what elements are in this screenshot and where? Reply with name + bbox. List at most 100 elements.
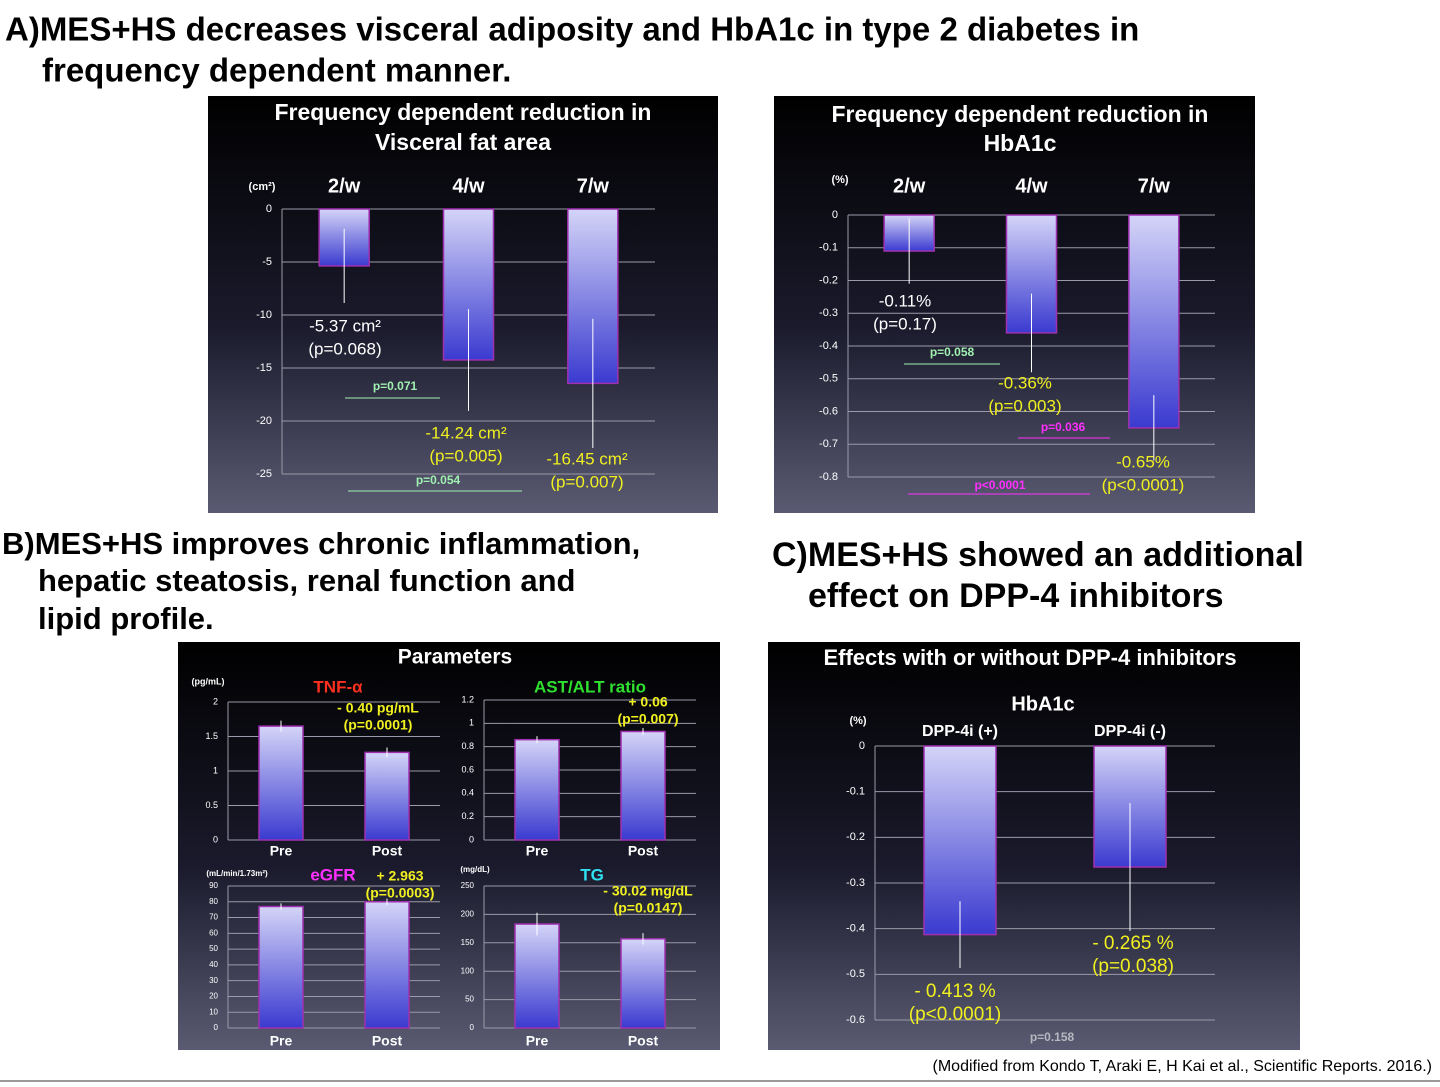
annotation: + 2.963 xyxy=(376,868,423,884)
y-tick-label: -0.6 xyxy=(846,1014,865,1026)
p-value-label: (p=0.17) xyxy=(873,314,937,333)
value-label: - 0.413 % xyxy=(914,981,995,1002)
y-unit: (mL/min/1.73m²) xyxy=(206,869,268,878)
panel xyxy=(768,642,1300,1050)
y-tick-label: -10 xyxy=(256,309,272,321)
y-unit: (cm²) xyxy=(249,181,276,193)
y-unit: (%) xyxy=(849,715,866,727)
chart-title: Effects with or without DPP-4 inhibitors xyxy=(823,645,1236,670)
y-tick-label: -0.8 xyxy=(819,471,838,483)
bar xyxy=(364,901,410,1029)
annotation: - 30.02 mg/dL xyxy=(603,883,693,899)
y-tick-label: -0.3 xyxy=(846,877,865,889)
x-tick-label: Post xyxy=(628,1033,659,1049)
chart-title: HbA1c xyxy=(984,130,1057,156)
heading: hepatic steatosis, renal function and xyxy=(38,563,575,598)
chart-title: Frequency dependent reduction in xyxy=(832,101,1209,127)
y-tick-label: 60 xyxy=(209,928,218,937)
x-tick-label: DPP-4i (+) xyxy=(922,723,998,740)
y-tick-label: 90 xyxy=(209,881,218,890)
x-tick-label: 7/w xyxy=(577,175,610,197)
citation: (Modified from Kondo T, Araki E, H Kai e… xyxy=(933,1058,1432,1075)
y-tick-label: 0.2 xyxy=(461,811,474,821)
y-unit: (mg/dL) xyxy=(460,865,490,874)
x-tick-label: Pre xyxy=(526,1033,549,1049)
p-value-label: (p<0.0001) xyxy=(909,1004,1001,1025)
y-tick-label: 40 xyxy=(209,960,218,969)
comparison-label: p=0.054 xyxy=(416,473,461,487)
y-tick-label: -0.1 xyxy=(819,242,838,254)
y-tick-label: 250 xyxy=(461,881,475,890)
y-tick-label: 80 xyxy=(209,897,218,906)
heading: A)MES+HS decreases visceral adiposity an… xyxy=(5,11,1139,48)
annotation: (p=0.007) xyxy=(617,711,678,727)
heading: effect on DPP-4 inhibitors xyxy=(808,577,1224,615)
y-tick-label: -20 xyxy=(256,415,272,427)
p-value-label: (p<0.0001) xyxy=(1102,475,1185,494)
y-tick-label: -25 xyxy=(256,468,272,480)
bar xyxy=(620,938,666,1029)
heading: C)MES+HS showed an additional xyxy=(772,536,1304,574)
value-label: -0.65% xyxy=(1116,452,1170,471)
y-tick-label: -5 xyxy=(262,256,272,268)
y-tick-label: 0 xyxy=(214,1023,219,1032)
y-tick-label: -0.6 xyxy=(819,405,838,417)
y-tick-label: -0.7 xyxy=(819,438,838,450)
annotation: (p=0.0003) xyxy=(366,885,435,901)
p-value-label: (p=0.003) xyxy=(988,396,1061,415)
chart-title: Visceral fat area xyxy=(375,129,551,155)
comparison-label: p=0.058 xyxy=(930,345,975,359)
y-tick-label: -15 xyxy=(256,362,272,374)
y-tick-label: 0 xyxy=(266,203,272,215)
y-tick-label: 0 xyxy=(470,1023,475,1032)
x-tick-label: Post xyxy=(372,843,403,859)
y-tick-label: -0.3 xyxy=(819,307,838,319)
bar xyxy=(258,725,304,841)
y-tick-label: 0.5 xyxy=(205,800,218,810)
y-tick-label: 0 xyxy=(213,834,218,844)
chart-subtitle: HbA1c xyxy=(1011,693,1074,715)
x-tick-label: 7/w xyxy=(1138,175,1171,197)
x-tick-label: Pre xyxy=(270,843,293,859)
annotation: (p=0.0147) xyxy=(614,900,683,916)
annotation: - 0.40 pg/mL xyxy=(337,700,419,716)
y-tick-label: -0.5 xyxy=(819,373,838,385)
x-tick-label: Post xyxy=(372,1033,403,1049)
y-tick-label: 200 xyxy=(461,910,475,919)
y-tick-label: 30 xyxy=(209,976,218,985)
bar xyxy=(1128,214,1180,429)
x-tick-label: 2/w xyxy=(328,175,361,197)
value-label: -14.24 cm² xyxy=(425,423,507,442)
x-tick-label: DPP-4i (-) xyxy=(1094,723,1166,740)
comparison-label: p<0.0001 xyxy=(974,478,1025,492)
annotation: + 0.06 xyxy=(628,694,668,710)
series-name: TNF-α xyxy=(313,677,363,696)
x-tick-label: Pre xyxy=(526,843,549,859)
value-label: - 0.265 % xyxy=(1092,933,1173,954)
y-tick-label: -0.2 xyxy=(819,274,838,286)
p-value-label: (p=0.038) xyxy=(1092,956,1174,977)
bar xyxy=(514,738,560,841)
y-tick-label: 1.2 xyxy=(461,694,474,704)
y-tick-label: 0 xyxy=(832,209,838,221)
p-value-label: (p=0.007) xyxy=(550,472,623,491)
y-tick-label: 70 xyxy=(209,913,218,922)
comparison-label: p=0.071 xyxy=(373,379,418,393)
y-tick-label: 2 xyxy=(213,696,218,706)
y-tick-label: -0.2 xyxy=(846,831,865,843)
x-tick-label: Pre xyxy=(270,1033,293,1049)
y-tick-label: 10 xyxy=(209,1007,218,1016)
x-tick-label: 4/w xyxy=(1015,175,1048,197)
x-tick-label: 4/w xyxy=(452,175,485,197)
y-tick-label: 100 xyxy=(461,966,475,975)
value-label: -0.11% xyxy=(879,291,932,310)
y-tick-label: 20 xyxy=(209,992,218,1001)
y-unit: (%) xyxy=(831,174,848,186)
y-tick-label: 150 xyxy=(461,938,475,947)
panel-title: Parameters xyxy=(398,646,512,669)
bar xyxy=(514,923,560,1029)
comparison-label: p=0.158 xyxy=(1030,1030,1075,1044)
y-tick-label: 0.4 xyxy=(461,788,474,798)
p-value-label: (p=0.068) xyxy=(308,339,381,358)
